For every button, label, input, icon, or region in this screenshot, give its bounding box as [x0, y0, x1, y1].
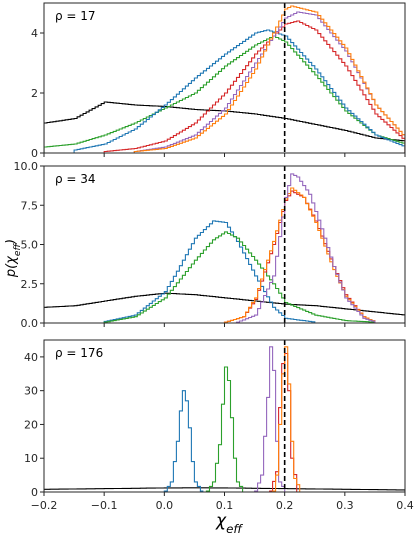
- series-blue: [73, 29, 405, 153]
- y-tick-label: 0.0: [21, 317, 39, 330]
- y-tick-label: 10.0: [14, 160, 39, 173]
- y-tick-label: 7.5: [21, 199, 39, 212]
- x-tick-label: −0.1: [91, 499, 118, 512]
- x-tick-label: 0.1: [216, 499, 234, 512]
- series-blue: [103, 220, 318, 323]
- series-group: [44, 5, 405, 153]
- x-tick-label: 0.2: [276, 499, 294, 512]
- panel-annotation: ρ = 34: [55, 172, 96, 186]
- y-tick-label: 2: [31, 87, 38, 100]
- label-base: p(χ: [4, 255, 19, 278]
- label-subscript: eff: [226, 522, 243, 534]
- series-green: [103, 231, 378, 323]
- y-tick-label: 4: [31, 27, 38, 40]
- panel-frame: [43, 339, 406, 493]
- panel-annotation: ρ = 176: [55, 346, 103, 360]
- x-axis-label: χeff: [215, 511, 243, 534]
- y-tick-label: 0: [31, 147, 38, 160]
- series-group: [44, 346, 405, 492]
- panels-group: 0 2 4 ρ = 17 0.0 2.5 5.0 7.5 10.0 ρ = 34 0 10 20 30 40…: [14, 2, 406, 499]
- panel-1: 0 2 4 ρ = 17: [31, 2, 406, 160]
- y-tick-label: 2.5: [21, 278, 39, 291]
- x-tick-label: −0.2: [31, 499, 58, 512]
- label-base: χ: [215, 511, 227, 531]
- x-tick-label: 0.0: [156, 499, 174, 512]
- x-axis-ticks: −0.2 −0.1 0.0 0.1 0.2 0.3 0.4: [31, 499, 414, 512]
- series-green: [44, 35, 405, 153]
- series-red: [223, 190, 378, 323]
- y-axis-label: p(χeff): [4, 239, 23, 278]
- x-tick-label: 0.3: [336, 499, 354, 512]
- series-red: [103, 20, 405, 153]
- series-purple: [254, 346, 288, 492]
- y-tick-label: 5.0: [21, 239, 39, 252]
- series-group: [44, 173, 405, 323]
- panel-annotation: ρ = 17: [55, 9, 96, 23]
- series-orange: [223, 187, 378, 323]
- panel-frame: [43, 2, 406, 154]
- series-purple: [133, 11, 405, 153]
- series-purple: [235, 173, 378, 323]
- x-tick-label: 0.4: [396, 499, 414, 512]
- y-tick-label: 10: [24, 452, 38, 465]
- series-blue: [163, 390, 204, 492]
- series-orange: [133, 5, 405, 153]
- series-black: [44, 487, 405, 492]
- y-tick-label: 30: [24, 385, 38, 398]
- series-black: [44, 292, 405, 323]
- panel-3: 0 10 20 30 40 ρ = 176: [24, 339, 406, 499]
- series-green: [205, 366, 246, 492]
- panel-2: 0.0 2.5 5.0 7.5 10.0 ρ = 34: [14, 160, 406, 330]
- label-suffix: ): [4, 239, 19, 245]
- label-subscript: eff: [13, 243, 23, 257]
- y-tick-label: 40: [24, 351, 38, 364]
- y-tick-label: 20: [24, 418, 38, 431]
- series-orange: [272, 346, 303, 492]
- y-tick-label: 0: [31, 486, 38, 499]
